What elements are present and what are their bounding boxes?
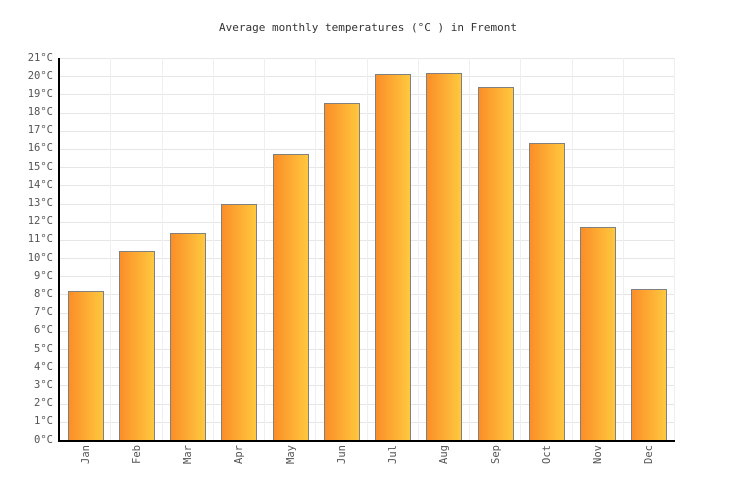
x-label-feb: Feb [130, 445, 143, 464]
gridline-horizontal [60, 130, 675, 132]
y-tick-label: 18°C [27, 106, 53, 119]
x-label-aug: Aug [438, 445, 451, 464]
x-label-jul: Jul [387, 445, 400, 464]
y-tick-label: 20°C [27, 69, 53, 82]
y-tick-label: 1°C [34, 415, 53, 428]
gridline-horizontal [60, 367, 675, 369]
gridline-horizontal [60, 58, 675, 59]
y-tick-label: 8°C [34, 287, 53, 300]
gridline-horizontal [60, 76, 675, 78]
gridline-horizontal [60, 167, 675, 169]
gridline-vertical [571, 58, 573, 440]
y-tick-label: 7°C [34, 306, 53, 319]
x-label-oct: Oct [540, 445, 553, 464]
y-tick-label: 15°C [27, 160, 53, 173]
gridline-vertical [417, 58, 419, 440]
x-label-mar: Mar [182, 445, 195, 464]
y-tick-label: 13°C [27, 197, 53, 210]
y-tick-label: 0°C [34, 433, 53, 446]
gridline-horizontal [60, 221, 675, 223]
x-label-apr: Apr [233, 445, 246, 464]
y-tick-label: 14°C [27, 178, 53, 191]
y-tick-label: 3°C [34, 378, 53, 391]
gridline-vertical [366, 58, 368, 440]
chart-title: Average monthly temperatures (°C ) in Fr… [218, 21, 517, 34]
bar-aug [426, 73, 463, 440]
bar-may [272, 154, 309, 440]
bar-jun [323, 103, 360, 440]
gridline-horizontal [60, 112, 675, 114]
gridline-horizontal [60, 258, 675, 260]
gridline-horizontal [60, 148, 675, 150]
bar-apr [221, 204, 258, 440]
y-tick-label: 19°C [27, 87, 53, 100]
y-tick-label: 4°C [34, 360, 53, 373]
y-tick-label: 16°C [27, 142, 53, 155]
y-tick-label: 11°C [27, 233, 53, 246]
plot-area [58, 58, 675, 442]
gridline-horizontal [60, 276, 675, 278]
gridline-vertical [110, 58, 112, 440]
x-label-sep: Sep [489, 445, 502, 464]
gridline-horizontal [60, 349, 675, 351]
y-tick-label: 12°C [27, 215, 53, 228]
bar-mar [170, 233, 207, 440]
x-label-dec: Dec [643, 445, 656, 464]
x-label-nov: Nov [592, 445, 605, 464]
y-tick-label: 6°C [34, 324, 53, 337]
gridline-horizontal [60, 385, 675, 387]
y-tick-label: 5°C [34, 342, 53, 355]
gridline-horizontal [60, 294, 675, 296]
gridline-horizontal [60, 312, 675, 314]
bar-nov [580, 227, 617, 440]
bar-dec [631, 289, 668, 440]
y-tick-label: 2°C [34, 397, 53, 410]
bar-feb [118, 251, 155, 440]
gridline-vertical [315, 58, 317, 440]
x-label-may: May [284, 445, 297, 464]
y-tick-label: 17°C [27, 124, 53, 137]
gridline-vertical [674, 58, 675, 440]
x-label-jan: Jan [79, 445, 92, 464]
bar-jan [67, 291, 104, 440]
gridline-horizontal [60, 185, 675, 187]
gridline-vertical [622, 58, 624, 440]
bar-oct [528, 143, 565, 440]
gridline-horizontal [60, 421, 675, 423]
bar-sep [477, 87, 514, 440]
gridline-vertical [469, 58, 470, 440]
y-tick-label: 9°C [34, 269, 53, 282]
x-label-jun: Jun [335, 445, 348, 464]
gridline-horizontal [60, 239, 675, 241]
gridline-vertical [520, 58, 522, 440]
gridline-horizontal [60, 330, 675, 332]
gridline-horizontal [60, 203, 675, 205]
y-tick-label: 21°C [27, 51, 53, 64]
gridline-horizontal [60, 94, 675, 96]
gridline-vertical [161, 58, 163, 440]
y-tick-label: 10°C [27, 251, 53, 264]
gridline-vertical [212, 58, 214, 440]
gridline-horizontal [60, 403, 675, 405]
bar-jul [375, 74, 412, 440]
gridline-vertical [264, 58, 265, 440]
